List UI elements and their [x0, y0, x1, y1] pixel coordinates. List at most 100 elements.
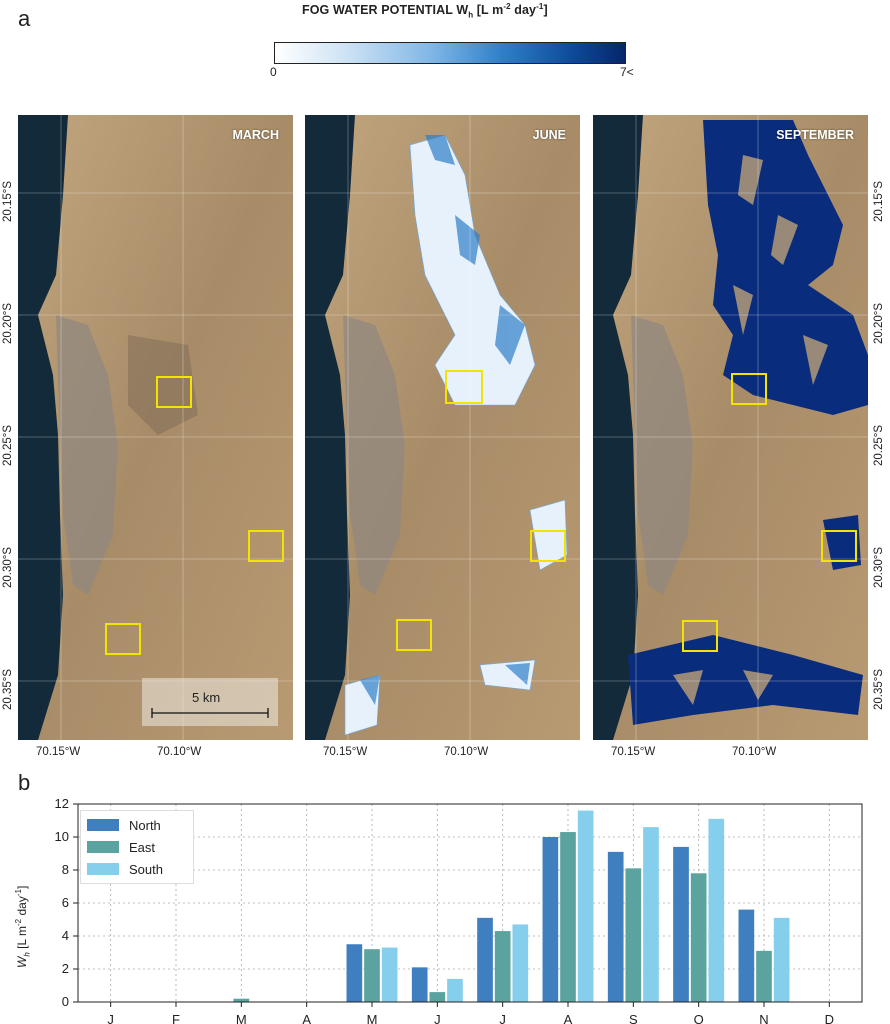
legend: North East South	[80, 810, 194, 884]
y-tick-label: 4	[62, 928, 69, 943]
y-tick-label: 2	[62, 961, 69, 976]
x-tick-label: A	[302, 1012, 311, 1024]
bar-east	[429, 992, 446, 1002]
x-tick-label: O	[694, 1012, 704, 1024]
y-axis-label: Wh [L m-2 day-1]	[14, 886, 31, 968]
bar-south	[773, 917, 790, 1002]
y-axis-label-sub: h	[22, 952, 32, 957]
bar-east	[560, 832, 576, 1002]
lat-label-left-2: 20.20°S	[2, 302, 14, 344]
y-tick-label: 8	[62, 862, 69, 877]
legend-item-north: North	[87, 814, 187, 836]
lon-label-m3-1: 70.15°W	[611, 746, 656, 758]
lat-label-right-4: 20.30°S	[873, 546, 885, 588]
bar-north	[411, 967, 428, 1002]
map-march: MARCH 5 km	[18, 115, 293, 740]
bar-east	[756, 950, 772, 1002]
bar-south	[708, 818, 725, 1002]
bar-north	[477, 917, 493, 1002]
map-september-image	[593, 115, 868, 740]
x-tick-label: F	[172, 1012, 180, 1024]
bar-east	[233, 998, 250, 1002]
colorbar-title-day: day	[510, 3, 537, 18]
x-tick-label: D	[825, 1012, 834, 1024]
lat-label-right-5: 20.35°S	[873, 668, 885, 710]
bar-north	[673, 846, 689, 1002]
map-march-image	[18, 115, 293, 740]
map-september-label: SEPTEMBER	[776, 128, 854, 142]
x-tick-label: M	[236, 1012, 247, 1024]
lat-label-right-1: 20.15°S	[873, 180, 885, 222]
bar-chart: 0 2 4 6 8 10 12 J F M A M J J A S O N D	[55, 796, 863, 1024]
legend-swatch-east	[87, 841, 119, 853]
map-june-image	[305, 115, 580, 740]
colorbar-min-label: 0	[270, 65, 277, 79]
bar-north	[607, 851, 624, 1002]
lon-label-m1-2: 70.10°W	[157, 746, 202, 758]
bar-south	[512, 924, 529, 1002]
bar-south	[577, 810, 594, 1002]
legend-item-south: South	[87, 858, 187, 880]
x-tick-label: S	[629, 1012, 638, 1024]
lon-label-m2-1: 70.15°W	[323, 746, 368, 758]
map-june: JUNE	[305, 115, 580, 740]
x-tick-label: J	[499, 1012, 506, 1024]
bar-south	[447, 978, 463, 1002]
colorbar-title-main: FOG WATER POTENTIAL W	[302, 3, 469, 18]
y-axis-label-day: day	[15, 896, 29, 919]
scale-bar-label: 5 km	[192, 690, 221, 705]
y-tick-label: 12	[55, 796, 69, 811]
x-tick-label: A	[564, 1012, 573, 1024]
y-tick-label: 0	[62, 994, 69, 1009]
colorbar-title-sub: h	[468, 10, 474, 20]
lat-label-left-5: 20.35°S	[2, 668, 14, 710]
lat-label-left-3: 20.25°S	[2, 424, 14, 466]
map-september: SEPTEMBER	[593, 115, 868, 740]
bar-south	[381, 947, 398, 1002]
colorbar-title-sup2: -1	[536, 2, 544, 11]
map-march-label: MARCH	[232, 128, 279, 142]
lon-label-m2-2: 70.10°W	[444, 746, 489, 758]
map-june-label: JUNE	[532, 128, 566, 142]
x-tick-label: J	[434, 1012, 441, 1024]
plot-frame	[77, 803, 863, 1003]
y-axis-label-sup1: -2	[14, 918, 23, 926]
lat-label-right-2: 20.20°S	[873, 302, 885, 344]
bar-north	[738, 909, 755, 1002]
x-tick-label: N	[759, 1012, 768, 1024]
legend-label-south: South	[129, 861, 163, 877]
x-tick-label: J	[107, 1012, 114, 1024]
bar-north	[542, 837, 559, 1002]
lat-label-left-1: 20.15°S	[2, 180, 14, 222]
legend-swatch-south	[87, 863, 119, 875]
panel-b-letter: b	[18, 770, 31, 795]
y-tick-label: 10	[55, 829, 69, 844]
bar-north	[346, 944, 363, 1002]
bar-east	[690, 873, 707, 1002]
y-tick-label: 6	[62, 895, 69, 910]
colorbar-title: FOG WATER POTENTIAL Wh [L m-2 day-1]	[302, 2, 548, 20]
x-tick-label: M	[367, 1012, 378, 1024]
lat-label-left-4: 20.30°S	[2, 546, 14, 588]
legend-swatch-north	[87, 819, 119, 831]
lon-label-m1-1: 70.15°W	[36, 746, 81, 758]
lon-label-m3-2: 70.10°W	[732, 746, 777, 758]
colorbar	[274, 42, 626, 64]
bar-east	[494, 931, 511, 1002]
y-axis-label-sup2: -1	[14, 889, 23, 897]
colorbar-title-units: [L m	[473, 3, 504, 18]
bar-south	[643, 827, 659, 1002]
lat-label-right-3: 20.25°S	[873, 424, 885, 466]
y-axis-label-close: ]	[15, 885, 29, 890]
y-axis-label-main: W	[15, 956, 29, 968]
y-axis-label-units: [L m	[15, 925, 29, 953]
colorbar-max-label: 7<	[620, 65, 634, 79]
colorbar-title-sup1: -2	[503, 2, 511, 11]
legend-item-east: East	[87, 836, 187, 858]
bar-east	[364, 949, 380, 1002]
colorbar-title-close: ]	[543, 3, 548, 18]
legend-label-east: East	[129, 839, 156, 855]
bar-east	[625, 868, 642, 1002]
legend-label-north: North	[129, 817, 161, 833]
panel-a-letter: a	[18, 6, 31, 31]
